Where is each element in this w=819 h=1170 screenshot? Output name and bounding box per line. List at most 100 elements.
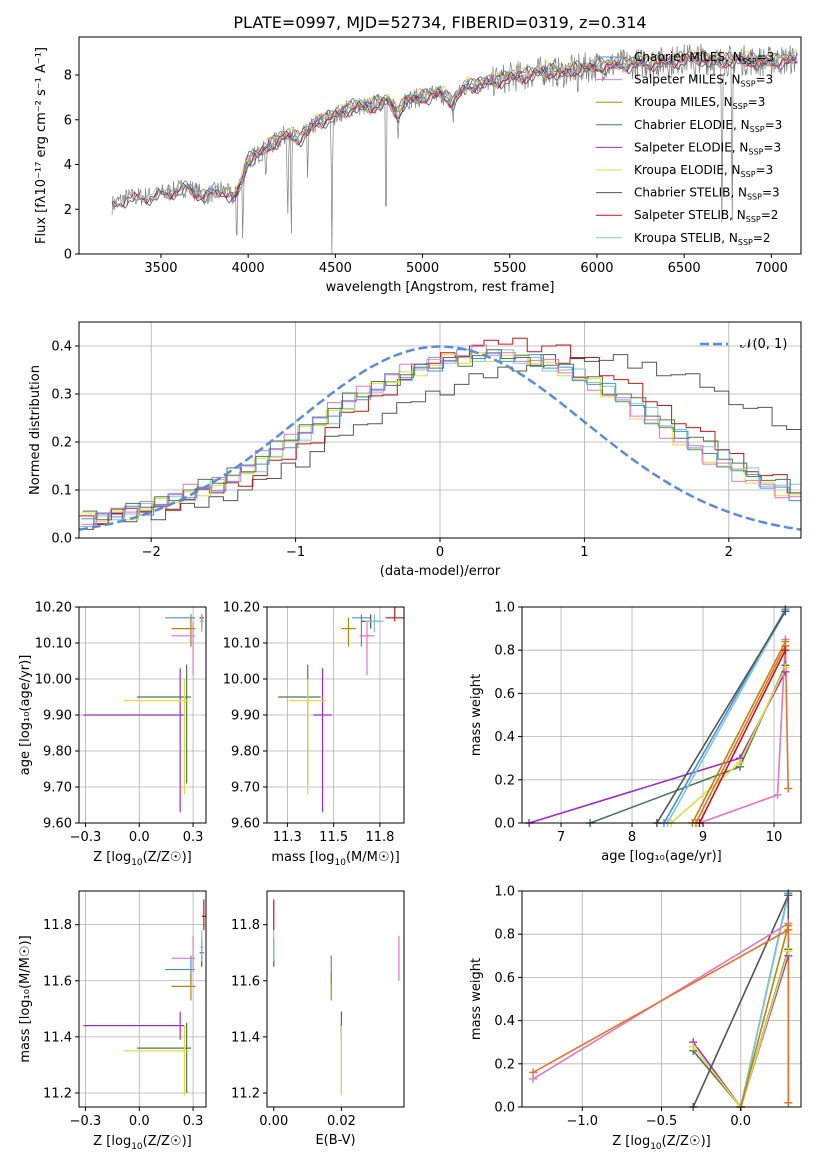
- model-line-6: [111, 55, 798, 209]
- x-tick-label: 2: [725, 545, 733, 560]
- x-tick-label: −0.3: [70, 830, 102, 845]
- legend-label-end: =3: [756, 73, 774, 87]
- y-tick-label: 11.2: [43, 1086, 72, 1101]
- panel-ebv-mass: 0.00 0.02 11.2 11.4 11.6 11.8 E(B-V): [231, 890, 405, 1148]
- x-axis-label-main: mass [log: [271, 850, 334, 865]
- y-tick-label: 11.8: [43, 918, 72, 933]
- model-line-0: [165, 51, 798, 199]
- x-tick-label: 8: [628, 830, 636, 845]
- histogram-5: [82, 344, 801, 526]
- y-tick-label: 10.00: [223, 673, 260, 688]
- x-tick-label: 5000: [406, 261, 439, 276]
- x-tick-label: 6500: [668, 261, 701, 276]
- legend-entry-3: Chabrier ELODIE, NSSP=3: [634, 118, 782, 134]
- x-tick-label: 0.3: [183, 1114, 204, 1129]
- x-axis-label: (data-model)/error: [380, 564, 501, 579]
- legend-entry-2: Kroupa MILES, NSSP=3: [634, 95, 765, 111]
- y-tick-label: 11.4: [43, 1030, 72, 1045]
- x-tick-label: 0.0: [129, 830, 150, 845]
- legend-entry-1: Salpeter MILES, NSSP=3: [634, 73, 773, 89]
- x-axis-label-sub: 10: [650, 1142, 662, 1152]
- x-axis-label-end: (Z/Z☉)]: [143, 850, 192, 865]
- x-axis-label-end: (M/M☉)]: [346, 850, 400, 865]
- legend-label-main: Kroupa ELODIE, N: [634, 163, 741, 177]
- y-tick-label: 0: [64, 248, 72, 263]
- x-tick-label: 11.8: [365, 830, 394, 845]
- weight-marker-5-1: [784, 891, 793, 900]
- weight-line-2: [670, 667, 787, 823]
- y-axis-label: mass weight: [469, 958, 484, 1040]
- legend-label-main: Kroupa MILES, N: [634, 95, 733, 109]
- legend-label-main: Salpeter ELODIE, N: [634, 140, 748, 154]
- legend-entry-6: Chabrier STELIB, NSSP=3: [634, 186, 780, 202]
- y-tick-label: 10.10: [35, 637, 72, 652]
- x-tick-label: 11.5: [319, 830, 348, 845]
- x-tick-label: 0.00: [259, 1114, 288, 1129]
- plot-area: [528, 608, 789, 823]
- model-line-5: [230, 49, 798, 200]
- y-tick-label: 0.6: [494, 687, 515, 702]
- x-axis-label-main: Z [log: [93, 1134, 131, 1149]
- y-tick-label: 0.2: [51, 436, 72, 451]
- legend-label-end: =3: [756, 163, 774, 177]
- y-tick-label: 10.00: [35, 673, 72, 688]
- y-tick-label: 0.2: [494, 1057, 515, 1072]
- x-axis-label-end: (Z/Z☉)]: [143, 1134, 192, 1149]
- weight-marker-8-1: [784, 921, 793, 930]
- legend-label-end: =3: [763, 140, 781, 154]
- x-tick-label: 7: [557, 830, 565, 845]
- weight-line-7: [691, 641, 787, 823]
- legend-label-sub: SSP: [741, 80, 756, 89]
- weight-line-1: [589, 664, 787, 823]
- legend-label-main: Kroupa STELIB, N: [634, 231, 738, 245]
- figure-title: PLATE=0997, MJD=52734, FIBERID=0319, z=0…: [233, 13, 646, 32]
- panel-z-age: −0.3 0.0 0.3 9.60 9.70 9.80 9.90 10.00 10.10 10.2…: [18, 601, 207, 868]
- histogram-3: [80, 352, 801, 523]
- plot-area: [111, 43, 798, 254]
- x-tick-label: 6000: [580, 261, 613, 276]
- y-tick-label: 9.70: [231, 781, 260, 796]
- legend-label-end: =3: [757, 50, 775, 64]
- model-line-4: [230, 50, 798, 203]
- y-axis-label: Normed distribution: [28, 365, 43, 495]
- y-tick-label: 0.1: [51, 484, 72, 499]
- x-axis-label-main: Z [log: [612, 1134, 650, 1149]
- weight-marker-7-0: [529, 1068, 538, 1077]
- y-tick-label: 0.8: [494, 644, 515, 659]
- y-tick-label: 9.60: [231, 817, 260, 832]
- y-tick-label: 0.0: [51, 532, 72, 547]
- y-tick-label: 9.80: [43, 745, 72, 760]
- panel-residuals: 𝒩(0, 1) −2 −1 0 1 2 0.0 0.1 0.2 0.3 0.4 (data-model…: [28, 321, 802, 579]
- y-tick-label: 9.70: [43, 781, 72, 796]
- plot-area: [83, 614, 204, 813]
- weight-marker-2-0: [689, 1042, 698, 1051]
- plot-area: [532, 893, 790, 1107]
- y-tick-label: 11.6: [43, 974, 72, 989]
- legend-entry-7: Salpeter STELIB, NSSP=2: [634, 208, 778, 224]
- y-tick-label: 0.3: [51, 388, 72, 403]
- weight-marker-9-1: [781, 646, 790, 655]
- axes-frame: [266, 890, 405, 1108]
- axes-frame: [78, 890, 207, 1108]
- y-axis-label: mass [log₁₀(M/M☉)]: [18, 935, 33, 1062]
- y-tick-label: 0.0: [494, 1101, 515, 1116]
- histogram-2: [80, 349, 801, 527]
- panel-z-mass: −0.3 0.0 0.3 11.2 11.4 11.6 11.8 Z [log10(Z/Z☉)…: [18, 890, 207, 1152]
- plot-area: [83, 899, 206, 1096]
- x-tick-label: 0.3: [183, 830, 204, 845]
- panel-age-weight: 7 8 9 10 0.0 0.2 0.4 0.6 0.8 1.0 age [log₁₀(age/yr…: [469, 601, 802, 864]
- weight-line-8: [740, 925, 790, 1107]
- legend-entry-gaussian: 𝒩(0, 1): [740, 337, 787, 352]
- x-axis-label: mass [log10(M/M☉)]: [271, 850, 399, 868]
- plot-area: [273, 899, 400, 1096]
- legend-label-main: Chabrier MILES, N: [634, 50, 742, 64]
- x-tick-label: 4500: [319, 261, 352, 276]
- legend-label-sub: SSP: [741, 170, 756, 179]
- y-axis-label: age [log₁₀(age/yr)]: [18, 655, 33, 776]
- y-tick-label: 0.0: [494, 817, 515, 832]
- y-tick-label: 9.60: [43, 817, 72, 832]
- x-tick-label: 0: [436, 545, 444, 560]
- legend-entry-4: Salpeter ELODIE, NSSP=3: [634, 140, 781, 156]
